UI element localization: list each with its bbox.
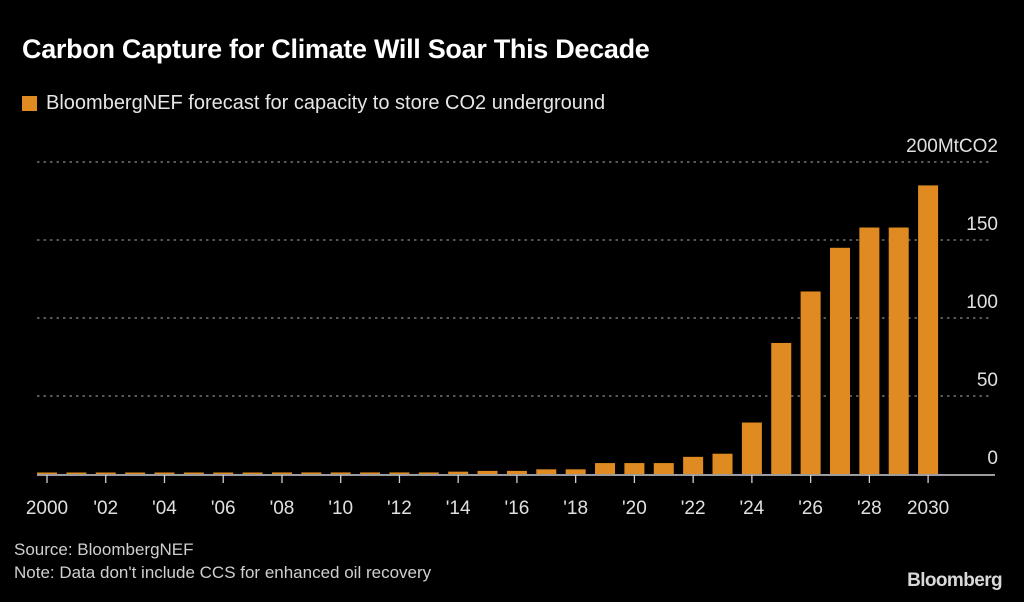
bar	[183, 472, 204, 474]
bar	[859, 227, 880, 474]
bar	[477, 470, 498, 474]
legend-swatch	[22, 96, 37, 111]
bar	[95, 472, 116, 474]
bar	[389, 472, 410, 474]
x-axis-labels: 2000 '02 '04 '06 '08 '10 '12 '14 '16 '18 '20 '22 '24…	[26, 498, 949, 519]
bar	[800, 291, 821, 474]
y-tick-label: 50	[977, 370, 998, 391]
bar	[360, 472, 381, 474]
legend: BloombergNEF forecast for capacity to st…	[22, 92, 605, 115]
x-axis	[37, 474, 995, 483]
bar	[712, 453, 733, 474]
x-tick-label: '04	[152, 498, 177, 519]
bar	[213, 472, 234, 474]
bar	[624, 463, 645, 474]
x-tick-label: 2000	[26, 498, 68, 519]
x-tick-label: '16	[505, 498, 530, 519]
bar	[37, 472, 57, 474]
x-tick-label: '24	[739, 498, 764, 519]
x-tick-label: '08	[270, 498, 295, 519]
bar	[448, 471, 469, 474]
x-tick-label: '10	[328, 498, 353, 519]
x-tick-label: '02	[93, 498, 118, 519]
x-tick-label: '26	[798, 498, 823, 519]
bar	[595, 463, 616, 474]
x-tick-label: '06	[211, 498, 236, 519]
source-note: Source: BloombergNEF	[14, 540, 194, 559]
x-tick-label: '14	[446, 498, 471, 519]
x-tick-label: 2030	[907, 498, 949, 519]
chart-title: Carbon Capture for Climate Will Soar Thi…	[22, 34, 650, 64]
bloomberg-logo: Bloomberg	[907, 570, 1002, 591]
y-tick-label: 100	[966, 292, 998, 313]
bar	[330, 472, 351, 474]
y-tick-label: 0	[987, 448, 998, 469]
y-axis-labels: 0 50 100 150 200MtCO2	[906, 136, 998, 469]
bar	[565, 469, 586, 474]
data-note: Note: Data don't include CCS for enhance…	[14, 563, 432, 582]
bar	[741, 422, 762, 474]
bar	[918, 185, 939, 474]
bar	[242, 472, 263, 474]
bars	[37, 185, 939, 474]
x-tick-label: '18	[563, 498, 588, 519]
x-tick-label: '12	[387, 498, 412, 519]
bar	[301, 472, 322, 474]
footer: Source: BloombergNEF Note: Data don't in…	[14, 538, 431, 584]
x-tick-label: '28	[857, 498, 882, 519]
y-tick-label: 150	[966, 214, 998, 235]
bar	[271, 472, 292, 474]
y-tick-label: 200MtCO2	[906, 136, 998, 157]
bar	[888, 227, 909, 474]
bar	[536, 469, 557, 474]
bar	[653, 463, 674, 474]
bar	[418, 472, 439, 474]
bar	[66, 472, 87, 474]
legend-label: BloombergNEF forecast for capacity to st…	[46, 92, 606, 114]
bar	[771, 342, 792, 474]
bar	[829, 247, 850, 474]
bar	[683, 456, 704, 474]
bar	[125, 472, 146, 474]
bar	[506, 470, 527, 474]
x-tick-label: '20	[622, 498, 647, 519]
x-tick-label: '22	[681, 498, 706, 519]
bar	[154, 472, 175, 474]
